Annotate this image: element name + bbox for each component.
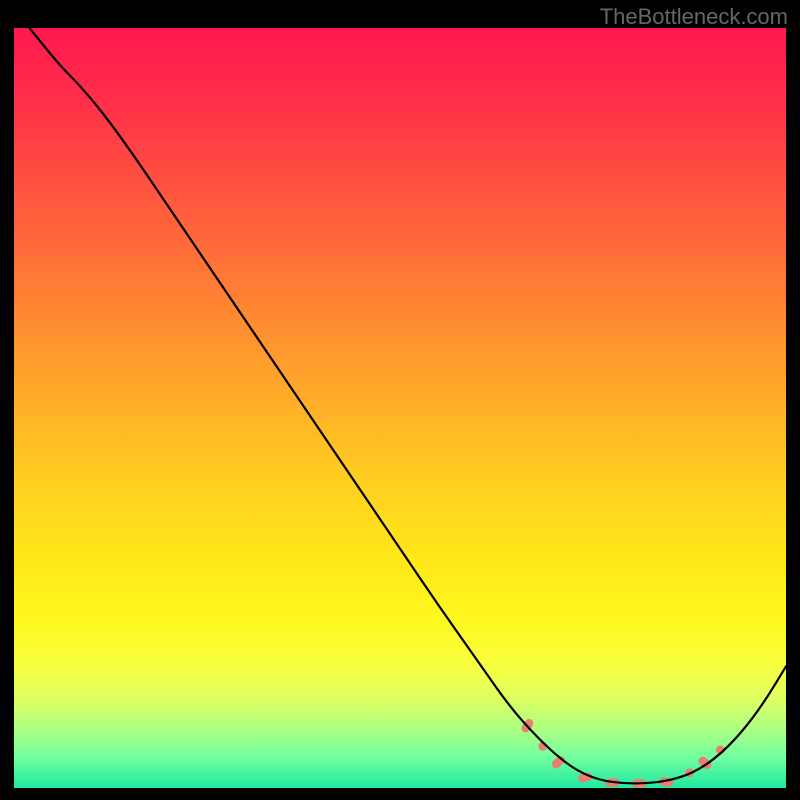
gradient-background xyxy=(14,28,786,788)
watermark-text: TheBottleneck.com xyxy=(600,4,788,30)
chart-svg xyxy=(14,28,786,788)
chart-area xyxy=(14,28,786,788)
